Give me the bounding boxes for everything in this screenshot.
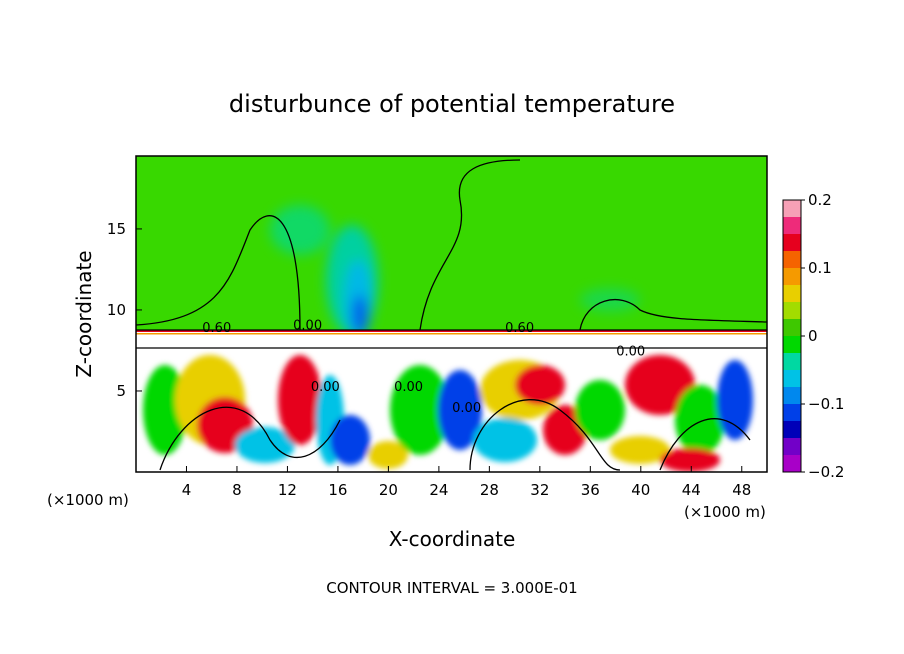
colorbar-swatch <box>783 438 801 456</box>
contour-label: 0.60 <box>505 321 534 336</box>
x-tick-label: 8 <box>232 481 242 499</box>
colorbar-swatch <box>783 302 801 320</box>
colorbar-swatch <box>783 217 801 235</box>
plot-frame <box>135 155 768 473</box>
colorbar-swatch <box>783 251 801 269</box>
x-tick-label: 40 <box>631 481 650 499</box>
colorbar-tick-label: −0.2 <box>808 463 844 481</box>
contour-label: 0.00 <box>616 344 645 359</box>
colorbar-swatch <box>783 455 801 473</box>
y-tick-label: 15 <box>107 220 126 238</box>
contour-interval-footer: CONTOUR INTERVAL = 3.000E-01 <box>326 579 577 597</box>
x-axis: 4 8 12 16 20 24 28 32 36 40 44 48 <box>182 466 751 499</box>
x-tick-label: 20 <box>379 481 398 499</box>
x-tick-label: 32 <box>530 481 549 499</box>
x-tick-label: 12 <box>278 481 297 499</box>
x-tick-label: 44 <box>682 481 701 499</box>
x-axis-label: X-coordinate <box>389 527 516 551</box>
colorbar-tick-label: 0 <box>808 327 818 345</box>
x-tick-label: 4 <box>182 481 192 499</box>
x-tick-label: 36 <box>581 481 600 499</box>
colorbar-swatch <box>783 353 801 371</box>
colorbar-tick-label: −0.1 <box>808 395 844 413</box>
contour-label: 0.60 <box>202 321 231 336</box>
contour-label: 0.00 <box>394 380 423 395</box>
y-axis-label: Z-coordinate <box>72 250 96 377</box>
colorbar <box>782 199 802 473</box>
y-axis: 5 10 15 <box>107 220 142 400</box>
x-unit-right: (×1000 m) <box>684 503 766 521</box>
colorbar-swatch <box>783 421 801 439</box>
colorbar-swatch <box>783 268 801 286</box>
colorbar-swatch <box>783 370 801 388</box>
x-tick-label: 16 <box>328 481 347 499</box>
y-tick-label: 10 <box>107 301 126 319</box>
contour-label: 0.00 <box>311 380 340 395</box>
colorbar-tick-label: 0.1 <box>808 259 832 277</box>
contour-labels: 0.60 0.00 0.60 0.00 0.00 0.00 0.00 <box>202 319 645 417</box>
contour-label: 0.00 <box>293 319 322 334</box>
colorbar-tick-label: 0.2 <box>808 191 832 209</box>
colorbar-swatch <box>783 234 801 252</box>
colorbar-swatch <box>783 200 801 218</box>
colorbar-swatch <box>783 404 801 422</box>
x-tick-label: 24 <box>429 481 448 499</box>
x-tick-label: 28 <box>480 481 499 499</box>
contour-label: 0.00 <box>452 401 481 416</box>
colorbar-ticks: 0.2 0.1 0 −0.1 −0.2 <box>801 191 844 481</box>
plot-area <box>136 156 767 472</box>
x-unit-left: (×1000 m) <box>47 491 129 509</box>
chart-title: disturbunce of potential temperature <box>229 90 675 118</box>
colorbar-swatch <box>783 285 801 303</box>
colorbar-swatch <box>783 336 801 354</box>
colorbar-swatch <box>783 387 801 405</box>
x-tick-label: 48 <box>732 481 751 499</box>
colorbar-swatch <box>783 319 801 337</box>
y-tick-label: 5 <box>116 382 126 400</box>
